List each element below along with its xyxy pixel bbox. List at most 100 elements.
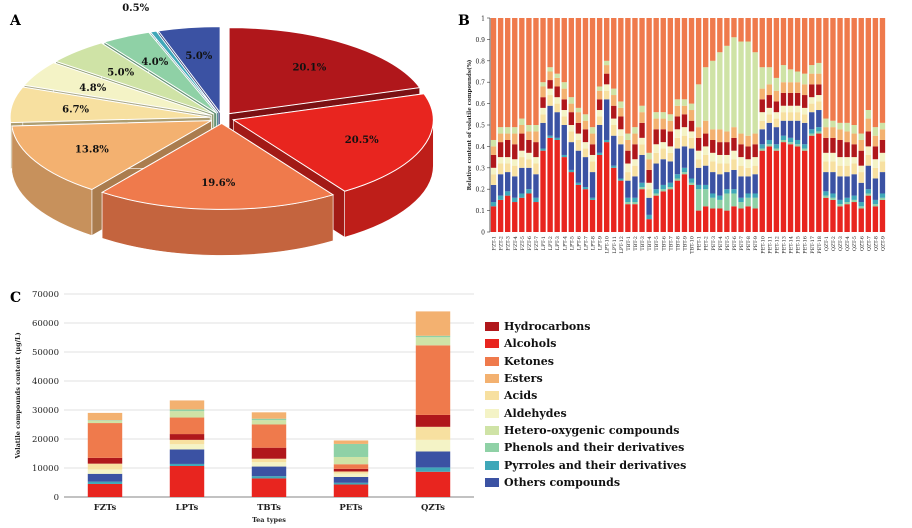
bar-segment-hydrocarbons: [745, 146, 751, 160]
bar-segment-aldehydes: [618, 129, 624, 136]
bar-segment-acids: [596, 116, 603, 125]
bar-segment-acids: [87, 463, 123, 470]
bar-segment-aldehydes: [879, 152, 886, 162]
bar-segment-others-compounds: [632, 176, 638, 198]
bar-segment-hetero-oxygenic-compounds: [667, 114, 674, 121]
bar-segment-hetero-oxygenic-compounds: [681, 99, 688, 106]
bar-segment-ketones: [490, 18, 497, 140]
bar-segment-ketones: [575, 18, 582, 108]
bar-segment-alcohols: [759, 150, 765, 232]
bar-segment-esters: [872, 135, 879, 147]
bar-segment-pyrroles-and-their-derivatives: [879, 193, 886, 198]
bar-segment-acids: [872, 167, 879, 179]
bar-segment-phenols-and-their-derivatives: [865, 193, 872, 196]
bar-segment-pyrroles-and-their-derivatives: [169, 463, 205, 466]
bar-segment-hydrocarbons: [87, 457, 123, 464]
bar-segment-ketones: [695, 18, 702, 85]
bar-segment-hydrocarbons: [526, 139, 532, 153]
bar-segment-hydrocarbons: [625, 150, 631, 164]
bar-segment-esters: [759, 88, 765, 100]
bar-segment-esters: [575, 112, 582, 123]
bar-segment-pyrroles-and-their-derivatives: [731, 189, 737, 194]
bar-segment-hydrocarbons: [702, 133, 709, 147]
bar-segment-hetero-oxygenic-compounds: [837, 122, 843, 130]
pie-label-others-compounds: 5.0%: [185, 51, 212, 62]
bar-segment-ketones: [710, 18, 716, 61]
bar-segment-hydrocarbons: [773, 101, 780, 113]
bar-segment-esters: [823, 127, 829, 138]
bar-segment-hetero-oxygenic-compounds: [738, 41, 744, 134]
bar-segment-others-compounds: [752, 174, 758, 194]
bar-segment-others-compounds: [519, 167, 525, 194]
bar-segment-pyrroles-and-their-derivatives: [766, 139, 773, 145]
bar-segment-others-compounds: [589, 172, 596, 198]
bar-segment-alcohols: [547, 137, 553, 232]
bar-segment-aldehydes: [780, 105, 787, 113]
bar-segment-esters: [830, 127, 836, 138]
bar-segment-others-compounds: [251, 466, 287, 477]
bar-segment-alcohols: [667, 189, 674, 232]
y-tick-label: 0: [481, 230, 485, 237]
bar-segment-esters: [865, 118, 872, 132]
bar-segment-others-compounds: [596, 125, 603, 153]
bar-segment-ketones: [540, 18, 546, 83]
bar-segment-others-compounds: [540, 122, 546, 149]
bar-segment-hydrocarbons: [632, 144, 638, 160]
bar-segment-acids: [653, 152, 659, 164]
bar-segment-ketones: [844, 18, 850, 123]
bar-segment-others-compounds: [625, 180, 631, 198]
bar-segment-phenols-and-their-derivatives: [724, 193, 730, 211]
bar-segment-ketones: [773, 18, 780, 78]
legend: Hydrocarbons Alcohols Ketones Esters Acids Al…: [485, 318, 686, 491]
bar-segment-hetero-oxygenic-compounds: [695, 84, 702, 128]
bar-segment-hetero-oxygenic-compounds: [547, 67, 553, 72]
bar-segment-hydrocarbons: [809, 84, 815, 98]
bar-segment-esters: [738, 133, 744, 145]
bar-segment-alcohols: [830, 199, 836, 232]
bar-segment-acids: [809, 103, 815, 113]
bar-segment-pyrroles-and-their-derivatives: [596, 152, 603, 155]
bar-segment-hydrocarbons: [794, 92, 801, 106]
bar-segment-alcohols: [702, 206, 709, 232]
bar-segment-hydrocarbons: [653, 129, 659, 145]
y-tick-label: 0.6: [475, 101, 485, 108]
bar-segment-phenols-and-their-derivatives: [837, 204, 843, 207]
bar-segment-aldehydes: [823, 152, 829, 162]
bar-segment-aldehydes: [801, 107, 808, 115]
bar-segment-others-compounds: [745, 176, 751, 194]
bar-segment-hydrocarbons: [490, 154, 497, 168]
bar-segment-alcohols: [582, 189, 589, 232]
bar-segment-ketones: [801, 18, 808, 74]
bar-segment-acids: [526, 159, 532, 168]
x-tick-label: TBT-10: [690, 236, 696, 254]
bar-segment-hydrocarbons: [710, 139, 716, 153]
bar-segment-hetero-oxygenic-compounds: [702, 67, 709, 121]
bar-segment-pyrroles-and-their-derivatives: [745, 193, 751, 198]
bar-segment-aldehydes: [745, 159, 751, 168]
x-tick-label: PET-2: [704, 236, 710, 251]
x-tick-label: FZT-7: [534, 236, 540, 251]
bar-segment-acids: [830, 161, 836, 173]
y-tick-label: 0.2: [475, 187, 485, 194]
bar-segment-alcohols: [512, 202, 518, 232]
pie-slice-alcohols: [231, 93, 434, 192]
x-tick-label: LPT-3: [555, 236, 561, 250]
legend-item-hydrocarbons: Hydrocarbons: [485, 318, 686, 335]
bar-segment-ketones: [858, 18, 864, 134]
bar-segment-alcohols: [653, 195, 659, 232]
bar-segment-hydrocarbons: [533, 142, 539, 158]
bar-segment-acids: [844, 165, 850, 177]
bar-segment-alcohols: [766, 146, 773, 232]
bar-segment-alcohols: [787, 144, 794, 232]
bar-segment-others-compounds: [816, 110, 822, 128]
bar-segment-esters: [611, 95, 617, 106]
bar-segment-hetero-oxygenic-compounds: [787, 69, 794, 83]
x-tick-label: PET-4: [718, 236, 724, 251]
bar-segment-ketones: [745, 18, 751, 42]
bar-segment-others-compounds: [568, 142, 575, 170]
bar-segment-acids: [632, 165, 638, 177]
bar-segment-hydrocarbons: [169, 434, 205, 440]
bar-segment-aldehydes: [519, 150, 525, 158]
bar-segment-pyrroles-and-their-derivatives: [561, 154, 567, 158]
bar-segment-acids: [625, 172, 631, 181]
